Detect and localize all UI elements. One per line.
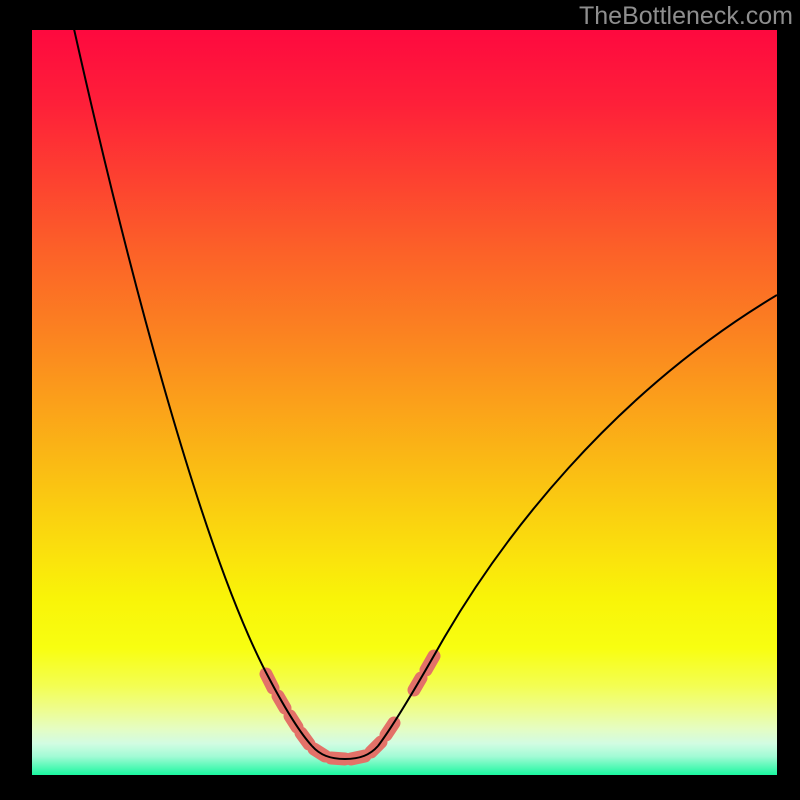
watermark-text: TheBottleneck.com (579, 2, 793, 31)
gradient-background (32, 30, 777, 775)
bottleneck-chart (0, 0, 800, 800)
